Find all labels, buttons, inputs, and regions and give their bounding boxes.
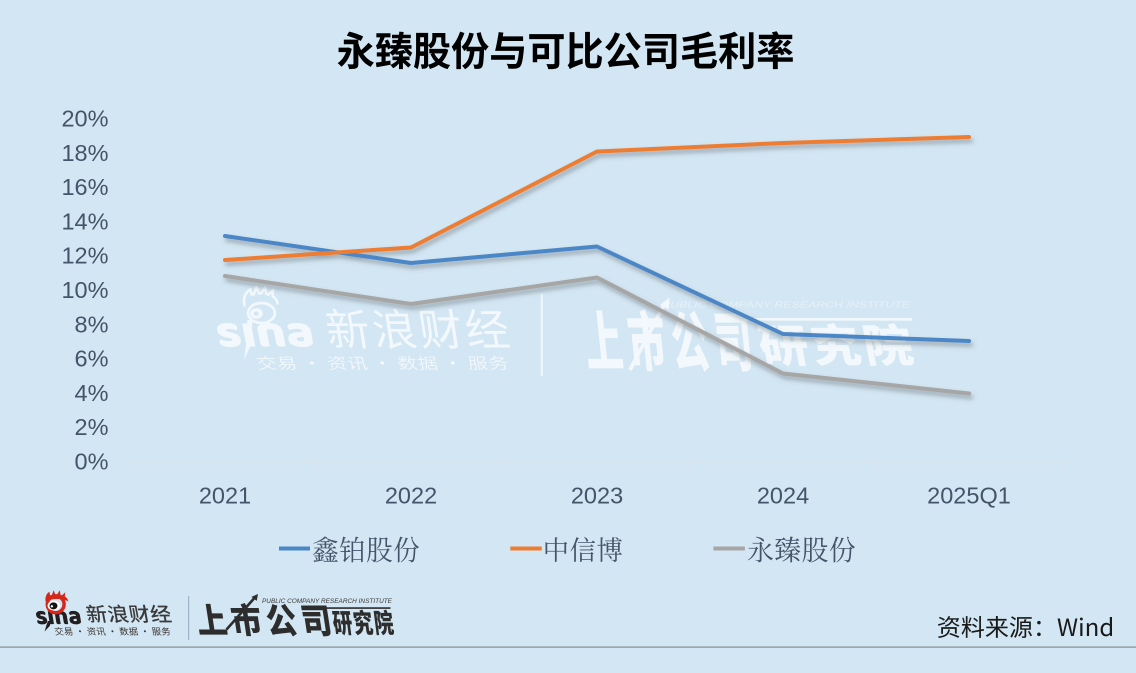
svg-text:18%: 18%: [61, 140, 108, 166]
svg-text:PUBLIC COMPANY RESEARCH INSTIT: PUBLIC COMPANY RESEARCH INSTITUTE: [662, 300, 910, 310]
svg-text:20%: 20%: [61, 106, 108, 132]
svg-text:PUBLIC COMPANY RESEARCH INSTIT: PUBLIC COMPANY RESEARCH INSTITUTE: [262, 598, 393, 605]
svg-text:2021: 2021: [199, 483, 251, 509]
svg-text:2%: 2%: [75, 414, 109, 440]
svg-text:14%: 14%: [61, 208, 108, 234]
svg-text:10%: 10%: [61, 277, 108, 303]
svg-text:16%: 16%: [61, 174, 108, 200]
svg-text:12%: 12%: [61, 243, 108, 269]
svg-text:2022: 2022: [385, 483, 437, 509]
svg-text:8%: 8%: [75, 311, 109, 337]
svg-text:6%: 6%: [75, 346, 109, 372]
svg-text:2025Q1: 2025Q1: [927, 483, 1011, 509]
svg-text:2023: 2023: [571, 483, 623, 509]
svg-text:0%: 0%: [75, 449, 109, 475]
svg-text:4%: 4%: [75, 380, 109, 406]
svg-text:2024: 2024: [757, 483, 809, 509]
